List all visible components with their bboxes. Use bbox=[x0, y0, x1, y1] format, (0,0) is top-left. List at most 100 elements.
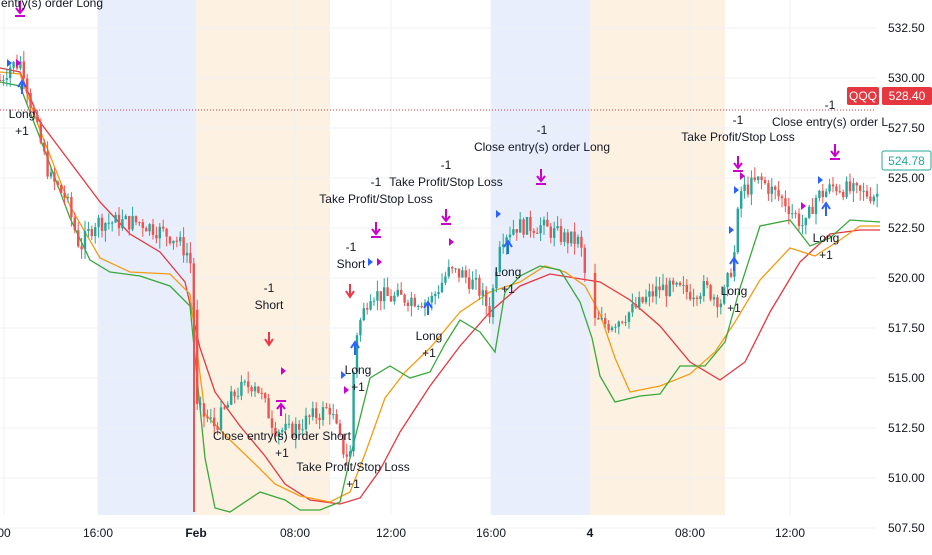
candle-body bbox=[32, 107, 36, 115]
candle-body bbox=[49, 172, 53, 177]
candle-body bbox=[678, 282, 682, 286]
candle-body bbox=[148, 224, 151, 232]
entry-marker bbox=[16, 59, 21, 67]
candle-body bbox=[478, 277, 481, 296]
x-tick-label: 4 bbox=[587, 526, 594, 540]
signal-label-long-6: +1 bbox=[819, 248, 833, 262]
trade-signals: Close entry(s) order Long Long +1 -1 Short Cl… bbox=[0, 0, 888, 491]
candle-body bbox=[804, 217, 807, 226]
candle-body bbox=[250, 387, 253, 392]
signal-label-close-short-1: +1 bbox=[275, 446, 289, 460]
candle-body bbox=[852, 183, 855, 192]
symbol-badge[interactable]: QQQ bbox=[847, 87, 879, 105]
candle-body bbox=[304, 415, 308, 430]
candle-body bbox=[763, 179, 767, 184]
entry-marker bbox=[344, 386, 349, 394]
candle-body bbox=[274, 427, 277, 437]
candle-body bbox=[865, 190, 869, 197]
candle-body bbox=[631, 303, 634, 313]
candle-body bbox=[519, 219, 522, 233]
signal-arrow-short-2 bbox=[345, 290, 355, 299]
candle-body bbox=[131, 216, 134, 230]
candle-body bbox=[549, 226, 552, 238]
candle-body bbox=[814, 197, 818, 214]
session-band-3 bbox=[590, 0, 725, 515]
candle-body bbox=[859, 185, 862, 191]
candle-body bbox=[386, 287, 389, 297]
candle-body bbox=[410, 297, 413, 306]
y-tick-label: 512.50 bbox=[888, 421, 925, 435]
x-tick-label: 08:00 bbox=[280, 526, 310, 540]
candle-body bbox=[685, 284, 688, 293]
candle-body bbox=[393, 295, 396, 302]
candle-body bbox=[434, 293, 437, 296]
candle-body bbox=[495, 271, 498, 289]
candle-body bbox=[46, 151, 49, 177]
session-band-2 bbox=[491, 0, 590, 515]
signal-label-short-2: -1 bbox=[346, 240, 357, 254]
candle-body bbox=[216, 426, 219, 430]
candle-body bbox=[876, 193, 879, 197]
candle-body bbox=[70, 196, 73, 218]
candle-body bbox=[162, 226, 165, 229]
candle-body bbox=[573, 231, 576, 244]
candle-body bbox=[760, 176, 763, 180]
candle-body bbox=[151, 224, 155, 235]
last-price-badge-text: 528.40 bbox=[889, 89, 926, 103]
signal-arrow-close-long-3 bbox=[830, 150, 840, 158]
candle-body bbox=[294, 423, 297, 438]
last-price-badge: 528.40 bbox=[882, 87, 932, 105]
candle-body bbox=[189, 252, 192, 264]
candle-body bbox=[233, 391, 236, 397]
y-axis: 532.50 530.00 527.50 525.00 522.50 520.00 517.… bbox=[888, 21, 925, 535]
signal-label-long-2: +1 bbox=[351, 380, 365, 394]
candle-body bbox=[383, 287, 386, 302]
current-price-badge-text: 524.78 bbox=[888, 154, 925, 168]
candle-body bbox=[828, 184, 831, 192]
candle-body bbox=[372, 300, 376, 302]
candle-body bbox=[315, 408, 318, 418]
candle-body bbox=[454, 268, 457, 270]
candle-body bbox=[243, 381, 246, 383]
signal-label-long-5: +1 bbox=[727, 301, 741, 315]
candle-body bbox=[712, 297, 716, 300]
y-tick-label: 520.00 bbox=[888, 271, 925, 285]
candle-body bbox=[447, 267, 450, 277]
candle-body bbox=[128, 216, 131, 230]
candle-body bbox=[158, 226, 161, 239]
candle-body bbox=[522, 219, 525, 235]
candle-body bbox=[808, 206, 811, 218]
candle-body bbox=[332, 414, 335, 416]
signal-label-tp-sl-1: Take Profit/Stop Loss bbox=[296, 460, 409, 474]
candle-body bbox=[376, 291, 379, 301]
candle-body bbox=[750, 177, 753, 195]
candle-body bbox=[835, 186, 838, 192]
candle-body bbox=[12, 61, 15, 68]
y-tick-label: 522.50 bbox=[888, 221, 925, 235]
y-tick-label: 517.50 bbox=[888, 321, 925, 335]
current-price-badge-bg bbox=[881, 150, 932, 171]
candle-body bbox=[682, 284, 685, 286]
signal-label-close-long-3: -1 bbox=[825, 98, 836, 112]
entry-marker bbox=[368, 258, 373, 266]
candle-body bbox=[508, 234, 512, 238]
entry-marker bbox=[729, 226, 734, 234]
candle-body bbox=[321, 407, 325, 420]
candle-body bbox=[444, 276, 447, 283]
candle-body bbox=[753, 177, 756, 180]
candle-body bbox=[655, 286, 658, 297]
candle-body bbox=[43, 142, 46, 152]
candle-body bbox=[349, 451, 352, 457]
candle-body bbox=[716, 297, 719, 308]
candle-body bbox=[400, 289, 403, 295]
candle-body bbox=[634, 303, 637, 308]
signal-label-short-2: Short bbox=[337, 257, 366, 271]
candle-body bbox=[121, 219, 124, 229]
y-tick-label: 530.00 bbox=[888, 71, 925, 85]
candle-body bbox=[206, 416, 209, 418]
candle-body bbox=[406, 302, 410, 306]
signal-arrow-close-long-1 bbox=[15, 7, 25, 15]
signal-label-long-4: +1 bbox=[501, 282, 515, 296]
candle-body bbox=[457, 268, 461, 278]
